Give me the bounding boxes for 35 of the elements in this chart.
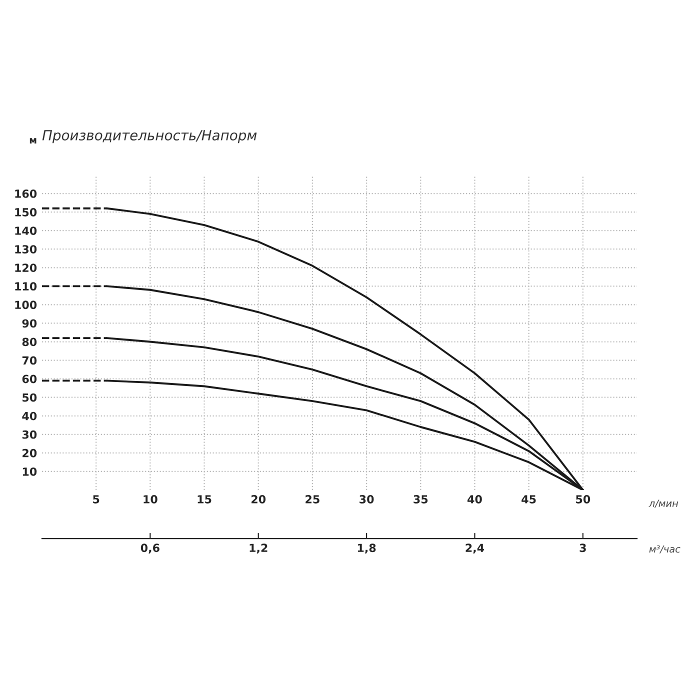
- x2-tick-label: 0,6: [140, 544, 160, 554]
- y-tick-label: 130: [15, 245, 37, 254]
- x2-tick-label: 3: [580, 544, 586, 552]
- x-tick-label: 50: [576, 495, 590, 504]
- x-tick-label: 20: [252, 495, 266, 504]
- y-tick-label: 70: [22, 356, 37, 365]
- x-axis-title: л/мин: [648, 500, 678, 508]
- x-tick-label: 15: [198, 495, 212, 504]
- x2-tick-label: 1,2: [250, 544, 268, 554]
- y-tick-label: 150: [15, 208, 37, 216]
- y-tick-label: 110: [15, 282, 37, 291]
- x-tick-label: 45: [522, 495, 536, 504]
- y-tick-label: 20: [22, 448, 37, 458]
- x-tick-label: 5: [93, 495, 100, 504]
- y-axis-title: м: [30, 138, 36, 144]
- y-tick-label: 160: [15, 190, 37, 198]
- x-tick-label: 30: [360, 495, 374, 504]
- y-tick-label: 50: [22, 393, 37, 402]
- x-tick-label: 35: [414, 495, 428, 504]
- y-tick-label: 90: [22, 319, 37, 328]
- y-tick-label: 80: [22, 338, 37, 346]
- y-tick-label: 140: [15, 226, 37, 235]
- y-tick-label: 120: [15, 264, 37, 272]
- y-tick-label: 40: [22, 412, 37, 420]
- x2-tick-label: 2,4: [466, 544, 484, 554]
- y-tick-label: 100: [15, 300, 37, 310]
- x-tick-label: 10: [144, 495, 158, 504]
- x2-tick-label: 1,8: [358, 544, 376, 554]
- x-tick-label: 40: [467, 495, 482, 504]
- x-tick-label: 25: [306, 495, 320, 504]
- y-tick-label: 30: [22, 430, 37, 439]
- x2-axis-title: м³/час: [649, 545, 680, 554]
- chart-title: Производительность/Напорм: [42, 130, 257, 144]
- y-tick-label: 10: [22, 467, 37, 476]
- y-tick-label: 60: [22, 374, 37, 384]
